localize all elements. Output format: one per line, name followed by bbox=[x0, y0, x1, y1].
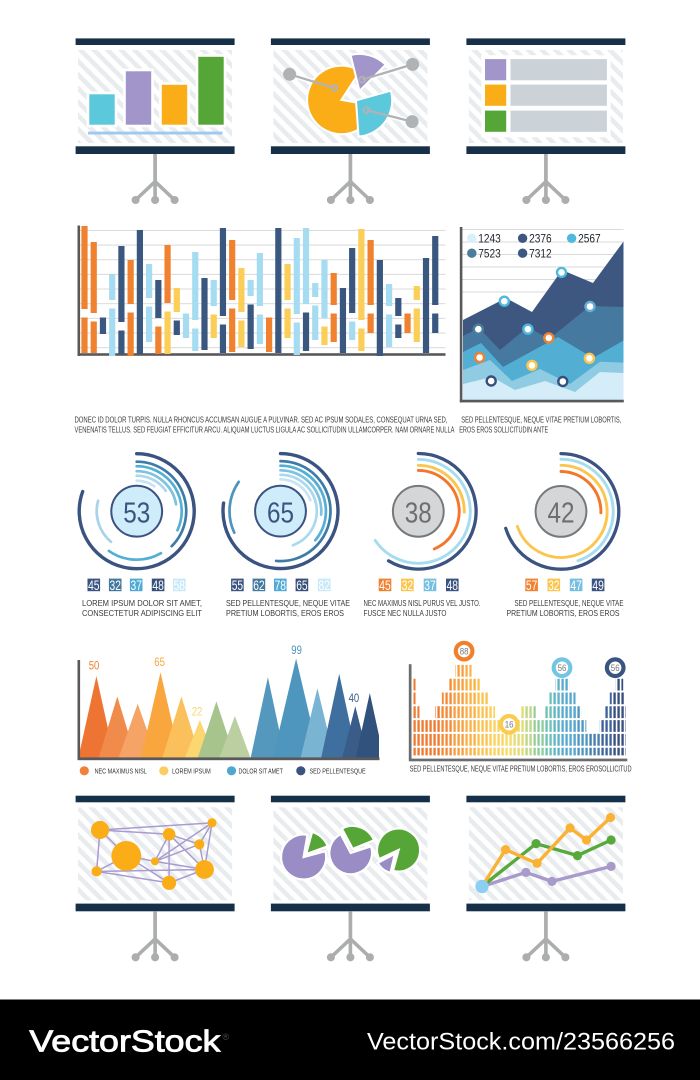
svg-text:7523: 7523 bbox=[478, 247, 501, 261]
svg-text:47: 47 bbox=[570, 578, 581, 593]
svg-text:56: 56 bbox=[558, 663, 567, 673]
svg-text:SED PELLENTESQUE, NEQUE VITAE: SED PELLENTESQUE, NEQUE VITAE PRETIUM LO… bbox=[410, 763, 632, 773]
svg-text:VectorStock: VectorStock bbox=[29, 1024, 221, 1059]
svg-text:48: 48 bbox=[447, 578, 458, 593]
svg-text:DONEC ID DOLOR TURPIS. NULLA R: DONEC ID DOLOR TURPIS. NULLA RHONCUS ACC… bbox=[75, 415, 448, 425]
svg-text:32: 32 bbox=[110, 578, 121, 593]
svg-text:55: 55 bbox=[232, 578, 243, 593]
svg-text:VENENATIS TELLUS. SED FEUGIAT: VENENATIS TELLUS. SED FEUGIAT EFFICITUR … bbox=[75, 425, 455, 435]
svg-text:SED PELLENTESQUE, NEQUE VITAE: SED PELLENTESQUE, NEQUE VITAE PRETIUM LO… bbox=[461, 414, 621, 424]
svg-text:37: 37 bbox=[424, 578, 435, 593]
svg-text:62: 62 bbox=[253, 578, 264, 593]
svg-text:PRETIUM LOBORTIS, EROS EROS: PRETIUM LOBORTIS, EROS EROS bbox=[507, 608, 620, 618]
svg-text:2376: 2376 bbox=[529, 232, 552, 246]
svg-text:1243: 1243 bbox=[478, 232, 501, 246]
svg-text:65: 65 bbox=[154, 656, 165, 669]
svg-text:82: 82 bbox=[319, 578, 330, 593]
svg-text:PRETIUM LOBORTIS, EROS EROS: PRETIUM LOBORTIS, EROS EROS bbox=[226, 608, 344, 618]
svg-text:LOREM IPSUM DOLOR SIT AMET,: LOREM IPSUM DOLOR SIT AMET, bbox=[82, 598, 202, 608]
svg-text:45: 45 bbox=[379, 578, 390, 593]
svg-text:56: 56 bbox=[611, 663, 620, 673]
svg-text:VectorStock.com/23566256: VectorStock.com/23566256 bbox=[367, 1029, 675, 1056]
svg-text:99: 99 bbox=[291, 644, 302, 657]
svg-text:65: 65 bbox=[296, 578, 307, 593]
svg-text:50: 50 bbox=[89, 660, 100, 673]
svg-text:22: 22 bbox=[192, 705, 203, 718]
svg-text:LOREM IPSUM: LOREM IPSUM bbox=[172, 767, 211, 776]
svg-text:48: 48 bbox=[152, 578, 163, 593]
svg-text:38: 38 bbox=[405, 498, 432, 530]
svg-text:58: 58 bbox=[174, 578, 185, 593]
svg-text:NEC MAXIMUS NISL PURUS VEL JUS: NEC MAXIMUS NISL PURUS VEL JUSTO. bbox=[364, 598, 481, 608]
svg-text:49: 49 bbox=[592, 578, 603, 593]
svg-text:CONSECTETUR ADIPISCING ELIT: CONSECTETUR ADIPISCING ELIT bbox=[82, 608, 202, 618]
svg-text:NEC MAXIMUS NISL: NEC MAXIMUS NISL bbox=[95, 767, 147, 776]
svg-text:88: 88 bbox=[460, 646, 469, 656]
svg-text:®: ® bbox=[223, 1032, 230, 1042]
svg-text:EROS EROS SOLLICITUDIN ANTE: EROS EROS SOLLICITUDIN ANTE bbox=[459, 424, 548, 434]
svg-text:45: 45 bbox=[88, 578, 99, 593]
svg-text:FUSCE NEC NULLA JUSTO: FUSCE NEC NULLA JUSTO bbox=[364, 608, 447, 618]
svg-text:7312: 7312 bbox=[529, 247, 552, 261]
svg-text:53: 53 bbox=[123, 498, 150, 530]
svg-text:57: 57 bbox=[526, 578, 537, 593]
svg-text:40: 40 bbox=[349, 692, 360, 705]
svg-text:SED PELLENTESQUE, NEQUE VITAE: SED PELLENTESQUE, NEQUE VITAE bbox=[515, 598, 624, 608]
svg-text:SED PELLENTESQUE: SED PELLENTESQUE bbox=[310, 767, 366, 776]
svg-text:37: 37 bbox=[131, 578, 142, 593]
svg-text:2567: 2567 bbox=[578, 232, 601, 246]
svg-text:42: 42 bbox=[548, 498, 575, 530]
svg-text:SED PELLENTESQUE, NEQUE VITAE: SED PELLENTESQUE, NEQUE VITAE bbox=[226, 598, 350, 608]
svg-text:16: 16 bbox=[505, 720, 514, 730]
svg-text:32: 32 bbox=[548, 578, 559, 593]
svg-text:65: 65 bbox=[267, 497, 294, 529]
svg-text:DOLOR SIT AMET: DOLOR SIT AMET bbox=[239, 767, 284, 776]
svg-text:78: 78 bbox=[275, 578, 286, 593]
svg-text:32: 32 bbox=[402, 578, 413, 593]
